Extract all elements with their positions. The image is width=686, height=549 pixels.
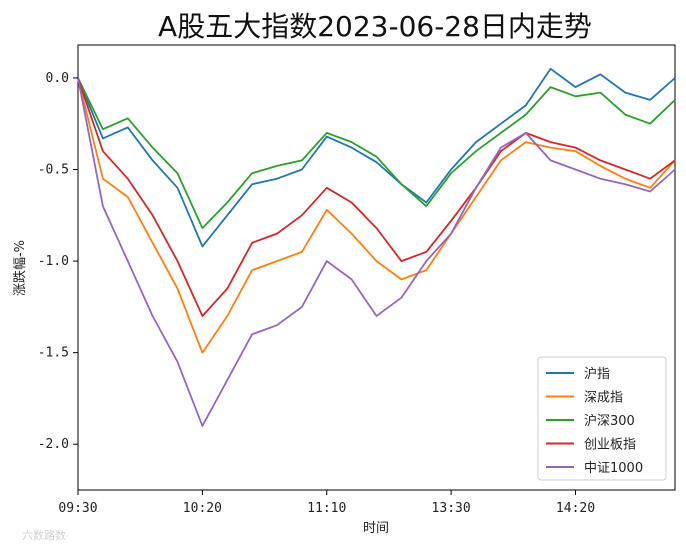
plot-frame [77,44,676,491]
series-line-1 [77,77,676,354]
watermark-text: 六数路数 [22,529,66,542]
x-tick-label: 11:10 [307,501,346,516]
y-axis-label: 涨跌幅-% [12,240,28,296]
x-axis: 09:30 10:20 11:10 13:30 14:20 [58,490,595,516]
y-tick-label: -1.0 [38,254,69,269]
y-axis: 0.0 -0.5 -1.0 -1.5 -2.0 [38,71,78,452]
legend-box [537,356,667,481]
x-axis-label: 时间 [363,521,389,536]
series-line-0 [77,67,676,248]
y-tick-label: -0.5 [38,163,69,178]
x-tick-label: 09:30 [58,501,97,516]
x-tick-label: 13:30 [432,501,471,516]
series-line-3 [77,77,676,317]
y-tick-label: 0.0 [46,71,69,86]
chart-title: A股五大指数2023-06-28日内走势 [158,10,592,43]
legend-label: 沪深300 [584,413,635,429]
series-layer [77,67,676,427]
series-line-2 [77,77,676,230]
legend-label: 中证1000 [584,461,643,476]
legend-label: 深成指 [584,391,623,406]
plot-area [77,44,676,491]
x-tick-label: 14:20 [556,501,595,516]
y-tick-label: -1.5 [38,346,69,361]
legend-label: 沪指 [584,366,610,382]
legend-label: 创业板指 [584,438,636,453]
y-tick-label: -2.0 [38,437,69,452]
x-tick-label: 10:20 [183,501,222,516]
series-line-4 [77,77,676,427]
